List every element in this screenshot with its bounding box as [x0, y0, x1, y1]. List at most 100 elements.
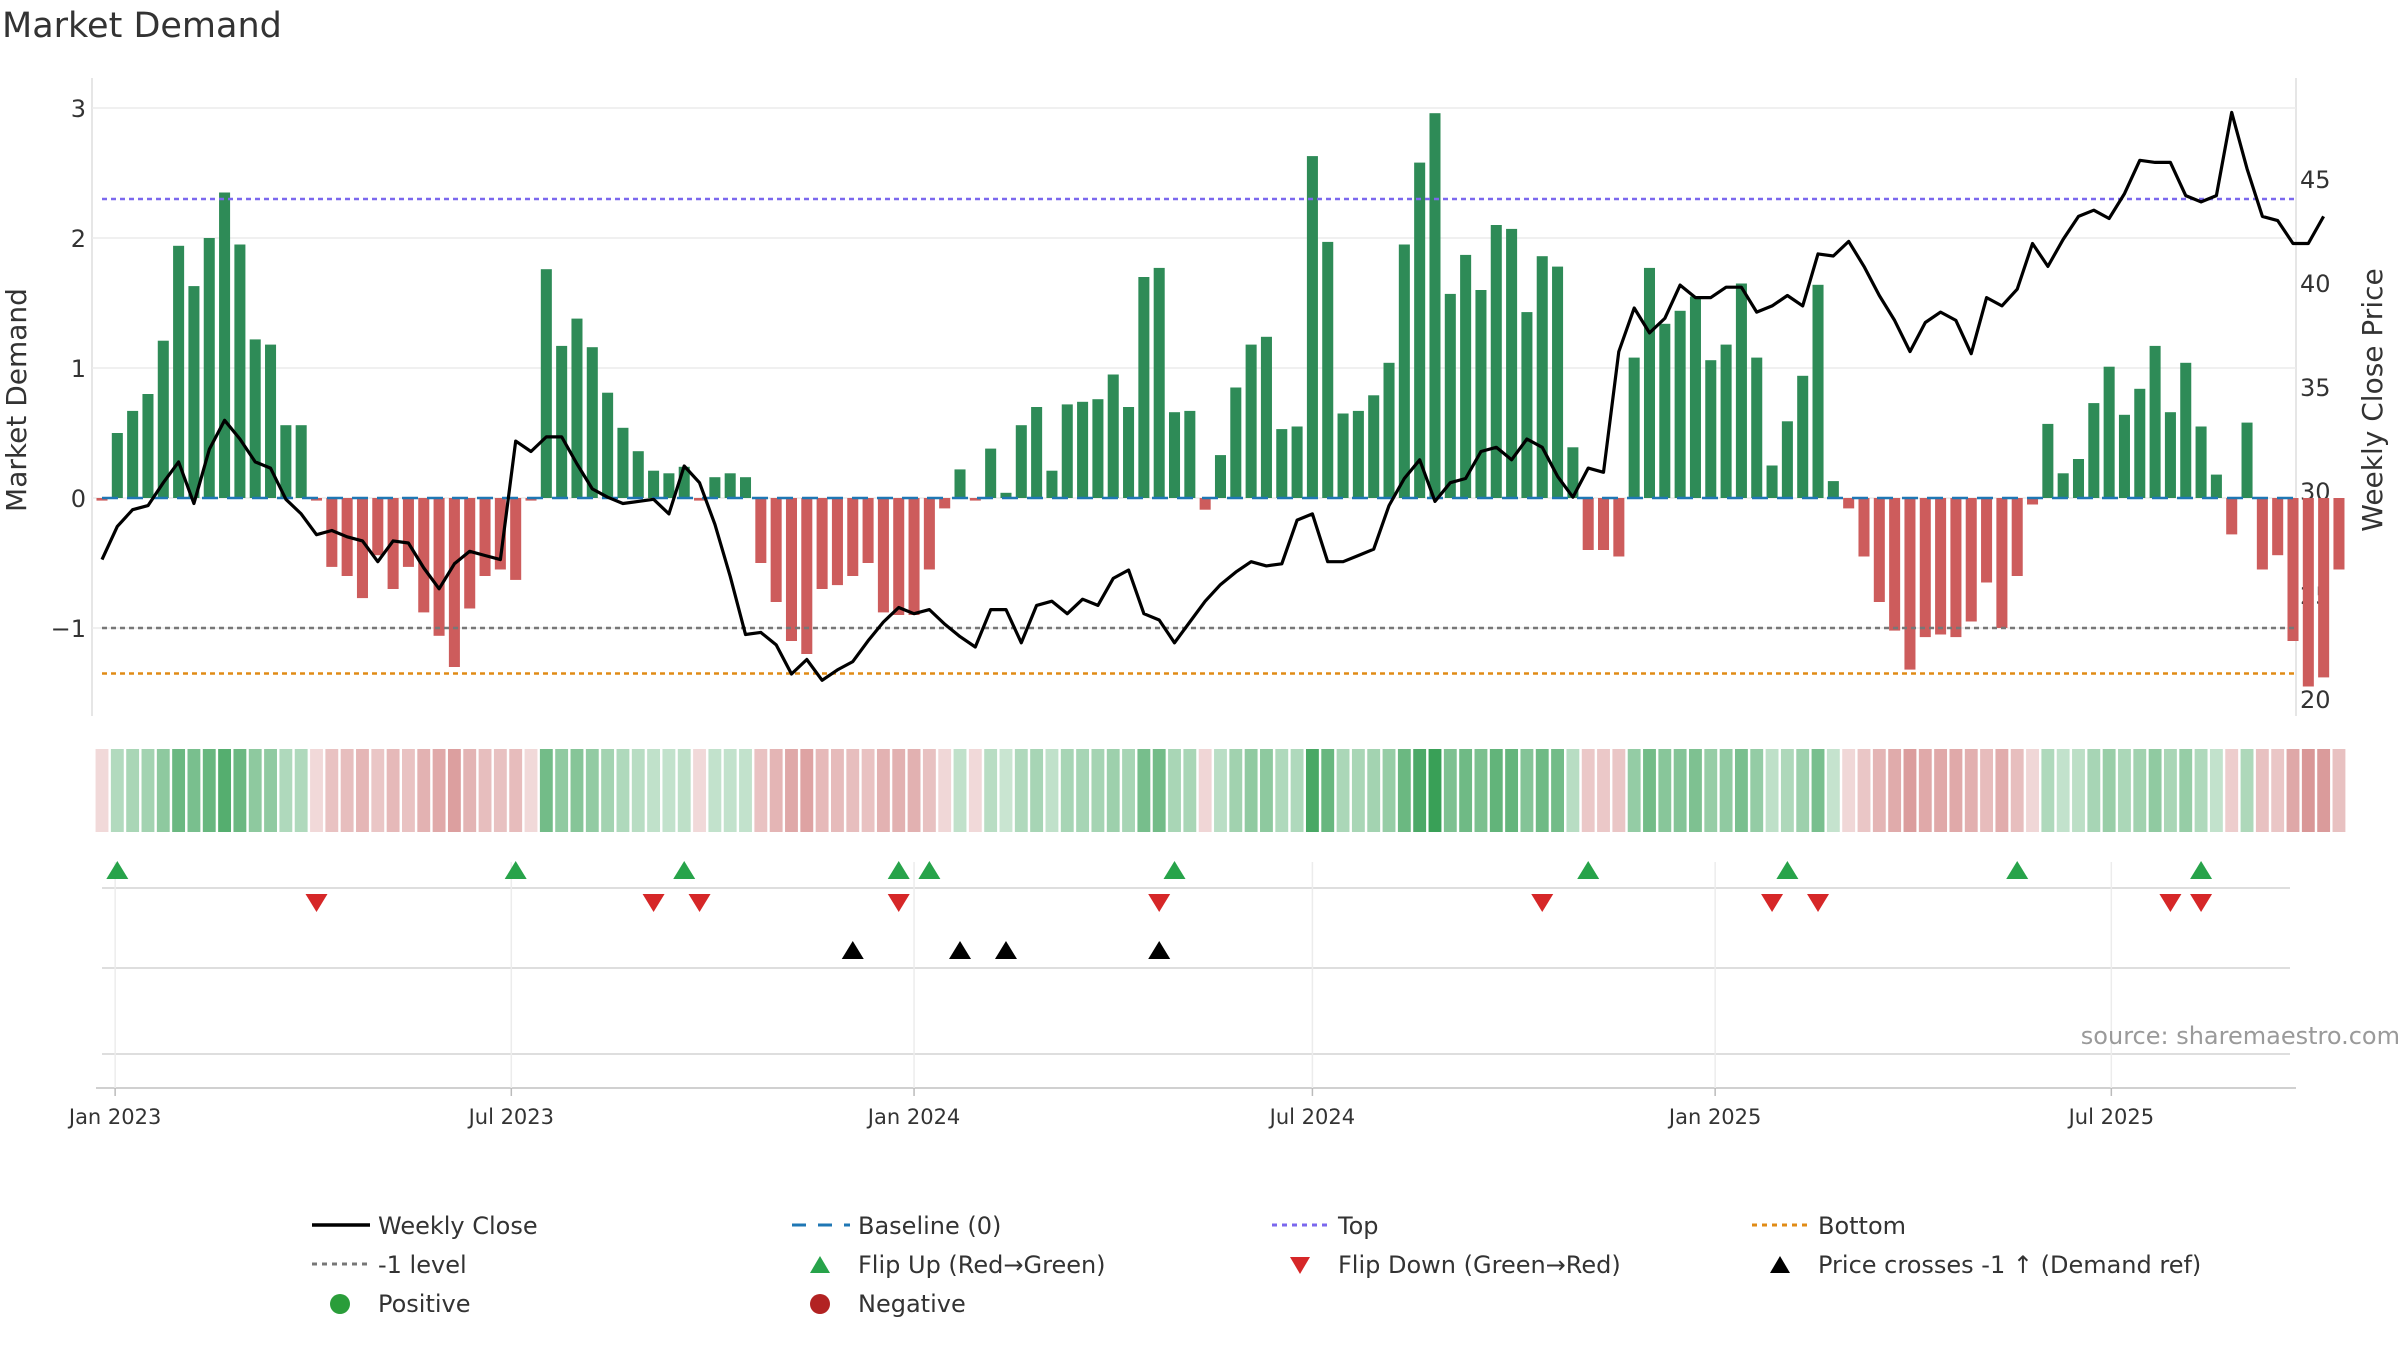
demand-bar — [1306, 156, 1318, 498]
demand-bar — [295, 425, 307, 498]
demand-bar — [1245, 344, 1257, 498]
heat-strip-cell — [1566, 749, 1580, 832]
heat-strip-cell — [1520, 749, 1534, 832]
legend-item: Baseline (0) — [780, 1210, 1260, 1241]
heat-strip-cell — [1949, 749, 1963, 832]
demand-bar — [862, 498, 874, 563]
heat-strip-cell — [539, 749, 553, 832]
demand-bar — [2180, 362, 2192, 498]
demand-bar — [1552, 266, 1564, 498]
demand-bar — [2318, 498, 2330, 678]
heat-strip-cell — [2026, 749, 2039, 832]
heat-strip-cell — [1535, 749, 1549, 832]
demand-bar — [1214, 455, 1226, 498]
heat-strip-cell — [1428, 749, 1442, 832]
heat-strip-cell — [739, 749, 752, 832]
legend-label: Bottom — [1818, 1211, 1907, 1240]
demand-bar — [877, 498, 889, 613]
y-axis-label-right: Weekly Close Price — [2356, 268, 2389, 531]
demand-bar — [1536, 256, 1548, 498]
heat-strip-cell — [1505, 749, 1519, 832]
demand-bar — [1689, 296, 1701, 498]
heat-strip-cell — [218, 749, 232, 832]
demand-bar — [433, 498, 445, 636]
legend-key-shape — [1770, 1256, 1790, 1273]
demand-bar — [1031, 407, 1043, 498]
flip-up-marker — [918, 861, 941, 879]
demand-bar — [1153, 267, 1165, 498]
x-tick-label: Jul 2025 — [2067, 1105, 2154, 1129]
heat-strip-cell — [1106, 749, 1120, 832]
demand-bar — [540, 269, 552, 498]
demand-bar — [1674, 310, 1686, 498]
heat-strip-cell — [1780, 749, 1794, 832]
demand-bar — [265, 344, 277, 498]
demand-bar — [234, 244, 246, 498]
heat-strip-cell — [1704, 749, 1718, 832]
flip-up-marker — [887, 861, 910, 879]
flip-down-marker — [1531, 894, 1554, 912]
x-tick-label: Jan 2023 — [67, 1105, 162, 1129]
heat-strip-cell — [509, 749, 523, 832]
legend-key-shape — [810, 1294, 830, 1314]
heat-strip-cell — [2087, 749, 2101, 832]
demand-bar — [1092, 399, 1104, 498]
flip-up-marker — [1577, 861, 1600, 879]
demand-bar — [1337, 413, 1349, 498]
demand-bar — [280, 425, 292, 498]
heat-strip-cell — [1244, 749, 1258, 832]
heat-strip-cell — [187, 749, 201, 832]
heat-strip-cell — [356, 749, 369, 832]
weekly-close-line — [100, 110, 2325, 682]
heat-strip-cell — [371, 749, 385, 832]
demand-bar — [1643, 267, 1656, 498]
demand-bar — [1077, 401, 1089, 498]
demand-bar — [709, 477, 721, 498]
heat-strip-cell — [601, 749, 615, 832]
heat-strip-cell — [294, 749, 308, 832]
heat-strip-cell — [1750, 749, 1764, 832]
heat-strip-cell — [585, 749, 599, 832]
legend-key-icon — [810, 1294, 830, 1314]
heat-strip-cell — [1183, 749, 1197, 832]
demand-bar — [571, 318, 583, 498]
heat-strip-cell — [708, 749, 722, 832]
heat-strip-cell — [1796, 749, 1810, 832]
legend-key-icon — [1770, 1256, 1790, 1273]
demand-bar — [694, 498, 706, 501]
demand-bar — [1444, 293, 1456, 498]
heat-strip-cell — [1658, 749, 1672, 832]
heat-strip-cell — [172, 749, 186, 832]
heat-strip-cell — [2148, 749, 2162, 832]
heat-strip-cell — [1551, 749, 1564, 832]
y-tick-right: 45 — [2300, 166, 2331, 194]
demand-bar — [1797, 375, 1809, 498]
heat-strip-cell — [1765, 749, 1779, 832]
heat-strip-cell — [2301, 749, 2315, 832]
demand-bar — [2302, 498, 2314, 687]
demand-bar — [1996, 498, 2008, 628]
demand-bar — [1598, 498, 1610, 550]
demand-bar — [188, 286, 200, 498]
heat-strip-cell — [1321, 749, 1335, 832]
y-axis-label-left: Market Demand — [0, 288, 33, 512]
demand-bar — [157, 340, 169, 498]
demand-bar — [678, 466, 690, 498]
heat-strip-cell — [248, 749, 262, 832]
flip-up-marker — [106, 861, 129, 879]
demand-bar — [1506, 228, 1518, 498]
heat-strip-cell — [202, 749, 216, 832]
demand-bar — [755, 498, 767, 563]
demand-bar — [2195, 426, 2207, 498]
legend-key-icon — [792, 1223, 850, 1227]
heat-strip-cell — [2332, 749, 2346, 832]
demand-bar — [1751, 357, 1763, 498]
heat-strip-cell — [2240, 749, 2254, 832]
heat-strip-cell — [386, 749, 400, 832]
demand-bar — [556, 345, 568, 498]
demand-bar — [1781, 421, 1793, 498]
heat-strip-cell — [1489, 749, 1503, 832]
demand-bar — [648, 470, 660, 498]
price-cross-marker — [994, 941, 1017, 959]
